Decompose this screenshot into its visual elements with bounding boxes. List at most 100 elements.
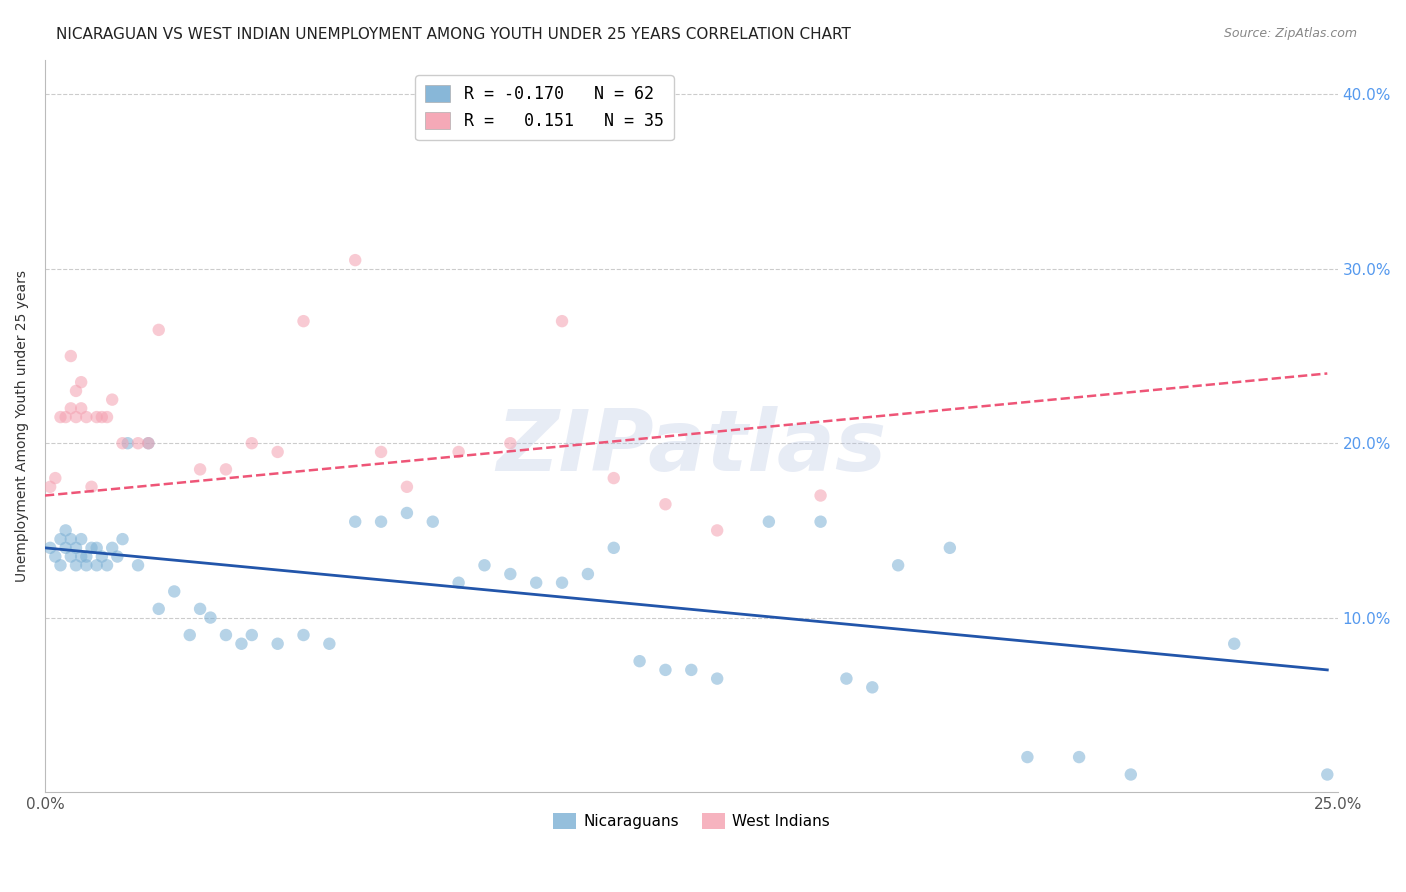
Point xyxy=(654,663,676,677)
Point xyxy=(939,541,962,555)
Point xyxy=(80,480,103,494)
Point xyxy=(86,558,108,573)
Point xyxy=(127,558,149,573)
Point xyxy=(499,566,522,581)
Point xyxy=(65,541,87,555)
Point xyxy=(188,462,211,476)
Point xyxy=(65,384,87,398)
Point xyxy=(215,462,238,476)
Point xyxy=(370,445,392,459)
Point xyxy=(551,314,574,328)
Point xyxy=(447,445,470,459)
Point xyxy=(65,410,87,425)
Point xyxy=(44,471,66,485)
Point xyxy=(163,584,186,599)
Point xyxy=(576,566,599,581)
Point xyxy=(292,314,315,328)
Point xyxy=(603,541,626,555)
Point xyxy=(86,410,108,425)
Point xyxy=(148,602,170,616)
Point xyxy=(80,541,103,555)
Text: ZIPatlas: ZIPatlas xyxy=(496,406,886,489)
Point xyxy=(551,575,574,590)
Point xyxy=(860,681,883,695)
Point xyxy=(1069,750,1091,764)
Point xyxy=(887,558,910,573)
Point xyxy=(474,558,496,573)
Point xyxy=(59,532,82,546)
Point xyxy=(1119,767,1142,781)
Point xyxy=(1017,750,1039,764)
Point xyxy=(344,253,367,268)
Point xyxy=(188,602,211,616)
Point xyxy=(148,323,170,337)
Point xyxy=(70,532,93,546)
Point xyxy=(96,558,118,573)
Point xyxy=(810,489,832,503)
Point xyxy=(138,436,160,450)
Point xyxy=(499,436,522,450)
Point xyxy=(240,436,263,450)
Point xyxy=(86,541,108,555)
Point xyxy=(117,436,139,450)
Point xyxy=(447,575,470,590)
Point xyxy=(395,480,418,494)
Point xyxy=(240,628,263,642)
Point xyxy=(101,392,124,407)
Point xyxy=(65,558,87,573)
Point xyxy=(111,436,134,450)
Point xyxy=(395,506,418,520)
Point xyxy=(90,549,112,564)
Point xyxy=(706,524,728,538)
Point xyxy=(179,628,201,642)
Point xyxy=(524,575,547,590)
Point xyxy=(628,654,651,668)
Point xyxy=(215,628,238,642)
Point xyxy=(127,436,149,450)
Y-axis label: Unemployment Among Youth under 25 years: Unemployment Among Youth under 25 years xyxy=(15,269,30,582)
Point xyxy=(111,532,134,546)
Text: Source: ZipAtlas.com: Source: ZipAtlas.com xyxy=(1223,27,1357,40)
Point xyxy=(654,497,676,511)
Point xyxy=(200,610,222,624)
Point xyxy=(59,549,82,564)
Point xyxy=(706,672,728,686)
Point xyxy=(59,401,82,416)
Point xyxy=(810,515,832,529)
Point xyxy=(70,549,93,564)
Point xyxy=(70,375,93,389)
Point xyxy=(1223,637,1246,651)
Point xyxy=(266,637,288,651)
Point xyxy=(90,410,112,425)
Point xyxy=(266,445,288,459)
Point xyxy=(231,637,253,651)
Point xyxy=(75,410,97,425)
Point xyxy=(49,532,72,546)
Point xyxy=(49,558,72,573)
Point xyxy=(39,480,62,494)
Point xyxy=(101,541,124,555)
Point xyxy=(55,541,77,555)
Point xyxy=(318,637,340,651)
Point xyxy=(422,515,444,529)
Point xyxy=(835,672,858,686)
Point xyxy=(75,549,97,564)
Point xyxy=(292,628,315,642)
Point xyxy=(96,410,118,425)
Point xyxy=(70,401,93,416)
Legend: Nicaraguans, West Indians: Nicaraguans, West Indians xyxy=(547,807,837,836)
Point xyxy=(1316,767,1339,781)
Point xyxy=(370,515,392,529)
Point xyxy=(39,541,62,555)
Text: NICARAGUAN VS WEST INDIAN UNEMPLOYMENT AMONG YOUTH UNDER 25 YEARS CORRELATION CH: NICARAGUAN VS WEST INDIAN UNEMPLOYMENT A… xyxy=(56,27,851,42)
Point xyxy=(55,524,77,538)
Point xyxy=(603,471,626,485)
Point xyxy=(75,558,97,573)
Point xyxy=(55,410,77,425)
Point xyxy=(49,410,72,425)
Point xyxy=(138,436,160,450)
Point xyxy=(344,515,367,529)
Point xyxy=(44,549,66,564)
Point xyxy=(59,349,82,363)
Point xyxy=(758,515,780,529)
